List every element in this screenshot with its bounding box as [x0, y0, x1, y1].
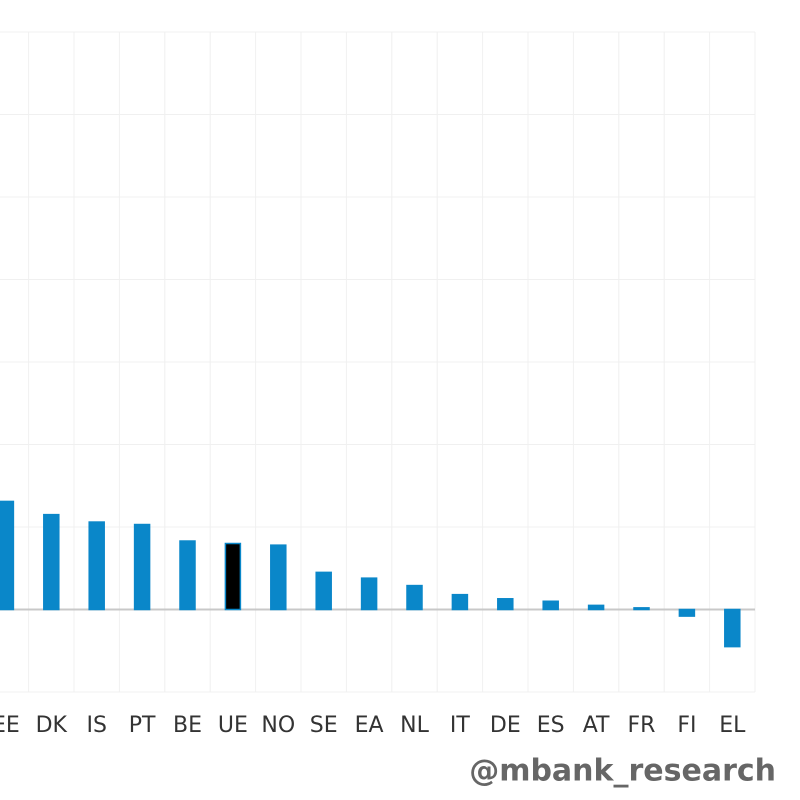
x-tick-label: DK — [36, 713, 68, 738]
bar — [315, 571, 332, 611]
bar — [360, 577, 378, 611]
bar — [724, 608, 741, 648]
bar — [497, 598, 514, 611]
bar — [0, 500, 15, 611]
bar — [633, 607, 650, 611]
x-tick-label: NL — [400, 713, 429, 738]
bar — [179, 540, 196, 611]
bar — [451, 593, 469, 611]
x-tick-label: DE — [490, 713, 521, 738]
bar — [224, 542, 242, 611]
x-tick-label: EL — [719, 713, 746, 738]
x-tick-label: IT — [450, 713, 470, 738]
bar — [542, 600, 559, 611]
x-tick-label: EE — [0, 713, 20, 738]
x-tick-label: BE — [173, 713, 202, 738]
bar — [587, 604, 605, 611]
x-tick-label: EA — [355, 713, 384, 738]
x-tick-label: AT — [583, 713, 610, 738]
x-tick-label: FI — [677, 713, 696, 738]
bar — [678, 608, 696, 617]
bar — [406, 584, 423, 611]
x-tick-label: SE — [310, 713, 338, 738]
bar — [270, 544, 287, 611]
x-tick-label: NO — [261, 713, 295, 738]
x-tick-label: PT — [129, 713, 156, 738]
bar — [88, 521, 105, 611]
watermark: @mbank_research — [469, 754, 776, 789]
x-tick-label: UE — [218, 713, 248, 738]
x-tick-label: ES — [537, 713, 565, 738]
bar — [43, 513, 60, 611]
x-tick-label: IS — [86, 713, 106, 738]
x-tick-label: FR — [628, 713, 656, 738]
bar — [133, 523, 151, 611]
